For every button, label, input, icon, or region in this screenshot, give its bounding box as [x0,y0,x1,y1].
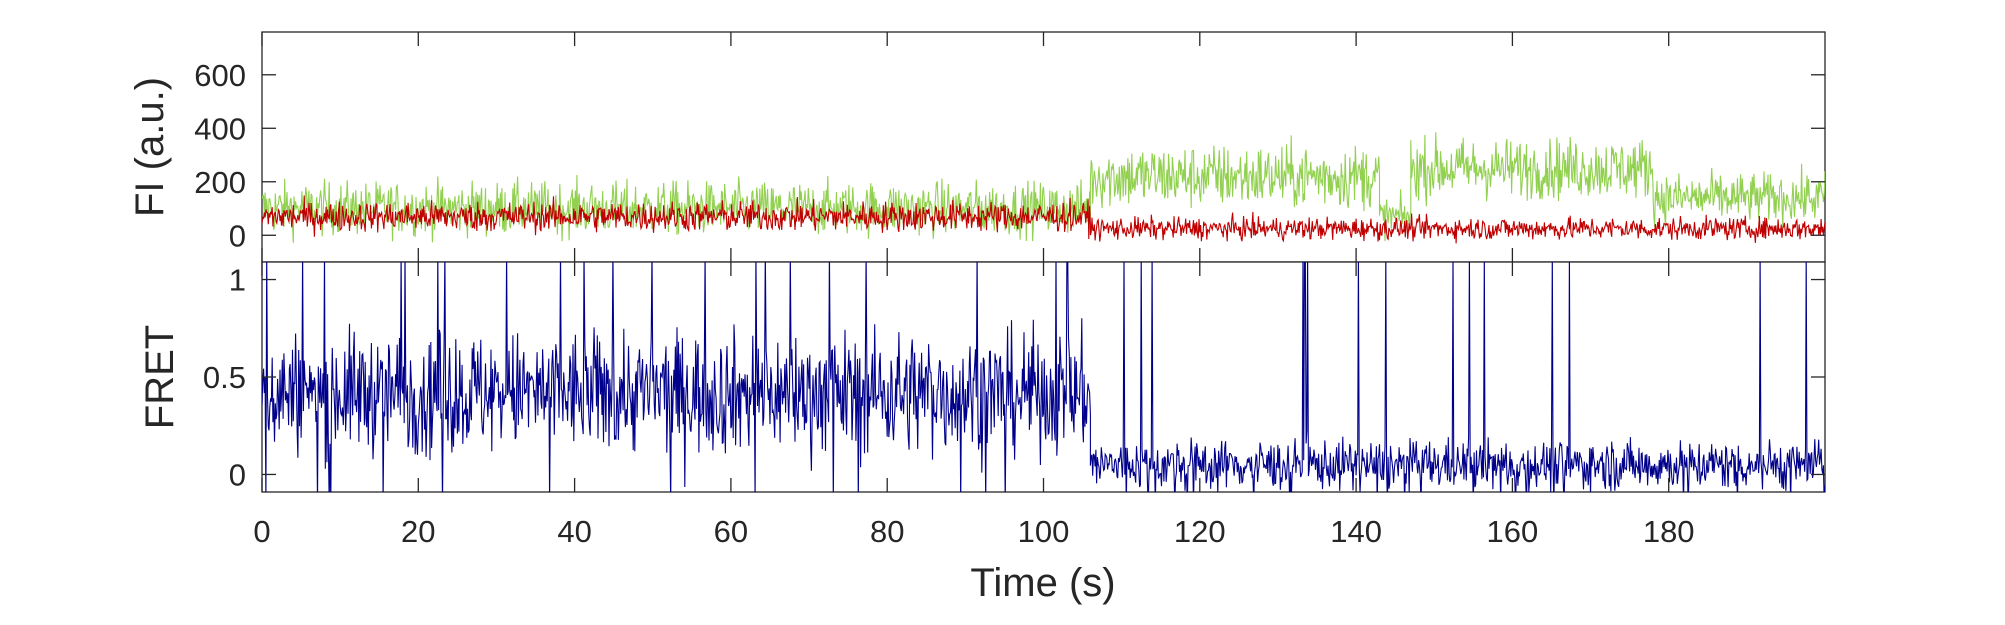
y-tick-label: 0 [229,457,246,492]
x-tick-label: 80 [870,514,904,549]
y-tick-label: 200 [194,165,246,200]
x-tick-label: 160 [1487,514,1539,549]
x-tick-label: 140 [1330,514,1382,549]
y-tick-label: 1 [229,263,246,298]
fret-y-axis-title: FRET [138,325,182,429]
fret-trace [262,262,1825,492]
x-tick-label: 180 [1643,514,1695,549]
intensity-traces [262,132,1825,244]
intensity-y-ticks: 0 200 400 600 [194,58,1825,253]
time-x-axis-title: Time (s) [970,561,1115,605]
y-tick-label: 0.5 [203,360,246,395]
x-tick-label: 20 [401,514,435,549]
x-tick-label: 60 [714,514,748,549]
intensity-y-axis-title: FI (a.u.) [128,77,172,217]
x-tick-label: 0 [253,514,270,549]
fret-traces [262,262,1825,492]
x-tick-label: 120 [1174,514,1226,549]
fret-y-ticks: 00.51 [203,263,1825,492]
time-x-ticks: 0 20 40 60 80 100 120 140 160 180 [253,32,1695,549]
y-tick-label: 600 [194,58,246,93]
acceptor-trace [262,195,1825,244]
fret-panel: 00.51 0 20 40 60 80 100 120 140 160 180 FRET Time… [138,32,1826,605]
y-tick-label: 400 [194,111,246,146]
x-tick-label: 100 [1018,514,1070,549]
x-tick-label: 40 [557,514,591,549]
y-tick-label: 0 [229,218,246,253]
intensity-plot-area [261,31,1826,263]
intensity-panel: 0 200 400 600 FI (a.u.) [128,31,1826,263]
